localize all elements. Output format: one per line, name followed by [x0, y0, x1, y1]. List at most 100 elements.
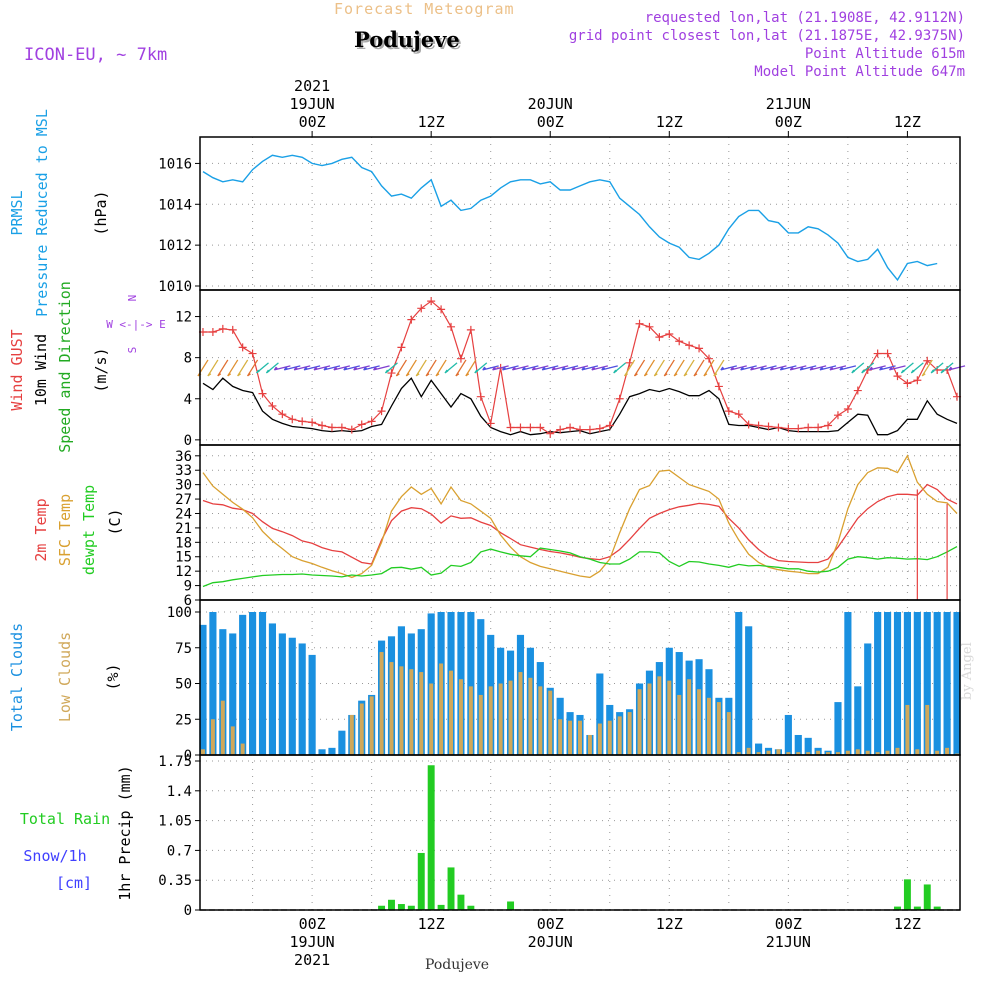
wind-direction-arrowhead [265, 369, 270, 374]
wind-direction-arrowhead [624, 372, 628, 377]
low-cloud-bar [756, 752, 761, 755]
gust-marker [536, 423, 545, 432]
low-cloud-bar [230, 726, 235, 755]
y-tick-label: 1016 [158, 156, 192, 172]
low-cloud-bar [835, 752, 840, 755]
gust-marker [208, 327, 217, 336]
gust-marker [357, 420, 366, 429]
gust-marker [347, 425, 356, 434]
rain-bar [903, 879, 911, 910]
total-cloud-bar [249, 612, 257, 755]
gust-marker [258, 389, 267, 398]
gust-marker [893, 372, 902, 381]
gust-marker [278, 410, 287, 419]
wind-direction-arrowhead [930, 369, 935, 374]
time-label-bottom: 20JUN [528, 933, 573, 951]
time-label-bottom: 19JUN [290, 933, 335, 951]
time-label-top: 12Z [418, 113, 445, 131]
y-tick-label: 8 [184, 351, 192, 367]
low-cloud-bar [488, 686, 493, 755]
low-cloud-bar [607, 720, 612, 755]
wind-direction-arrow [770, 365, 787, 371]
model-point-altitude: Model Point Altitude 647m [754, 64, 965, 80]
wind-direction-arrowhead [829, 366, 834, 371]
total-cloud-bar [219, 629, 227, 755]
wind-direction-arrowhead [561, 366, 566, 371]
gust-marker [516, 423, 525, 432]
time-label-bottom: 12Z [894, 915, 921, 933]
gust-marker [248, 349, 257, 358]
total-cloud-bar [735, 612, 743, 755]
total-cloud-bar [854, 686, 862, 755]
wind-direction-arrow [601, 365, 618, 371]
wind-direction-arrow [343, 365, 360, 371]
wind-direction-arrow [780, 365, 797, 371]
total-cloud-bar [933, 612, 941, 755]
wind-direction-arrow [323, 365, 341, 371]
y-tick-label: 15 [175, 550, 192, 566]
gust-marker [476, 392, 485, 401]
wind-direction-arrowhead [900, 369, 905, 374]
low-cloud-bar [458, 679, 463, 755]
rain-bar [378, 905, 386, 910]
wind-direction-arrowhead [415, 372, 420, 377]
wind-direction-arrowhead [247, 372, 251, 377]
wind-direction-arrow [760, 365, 777, 371]
low-cloud-bar [568, 720, 573, 755]
total-cloud-bar [893, 612, 902, 755]
gust-marker [714, 382, 723, 391]
total-cloud-bar [755, 743, 763, 755]
wind-direction-arrow [532, 365, 549, 371]
gust-marker [665, 330, 674, 339]
low-cloud-bar [359, 703, 364, 755]
gust-marker [744, 420, 753, 429]
gust-marker [417, 304, 426, 313]
wind-direction-arrowhead [492, 366, 496, 371]
y-tick-label: 25 [175, 712, 192, 728]
time-label-bottom: 12Z [418, 915, 445, 933]
chart-location-title: Podujeve [354, 27, 460, 52]
wind-direction-arrow [839, 365, 857, 371]
y-tick-label: 9 [184, 579, 192, 595]
gust-marker [308, 418, 317, 427]
gust-marker [794, 424, 803, 433]
low-cloud-bar [240, 743, 245, 755]
low-cloud-bar [875, 752, 880, 755]
total-cloud-bar [834, 702, 842, 755]
wind-direction-arrowhead [769, 366, 774, 371]
wind-direction-arrowhead [511, 366, 516, 371]
gust-marker [804, 423, 813, 432]
low-cloud-bar [399, 666, 404, 755]
gust-marker [288, 415, 297, 424]
low-cloud-bar [865, 750, 870, 755]
time-label-top: 21JUN [766, 95, 811, 113]
total-cloud-bar [864, 643, 872, 755]
low-cloud-bar [439, 663, 444, 755]
gust-marker [734, 410, 743, 419]
wind-direction-arrow [542, 365, 559, 371]
snow-unit-label: [cm] [56, 874, 92, 892]
wind-direction-arrowhead [663, 372, 668, 377]
rain-bar [407, 905, 415, 910]
pressure-line [202, 154, 938, 282]
gust-marker [675, 337, 684, 346]
total-cloud-bar [903, 612, 911, 755]
wind-direction-arrowhead [703, 372, 708, 377]
time-label-top: 00Z [299, 113, 326, 131]
gridpoint-coords: grid point closest lon,lat (21.1875E, 42… [568, 28, 965, 44]
panel-wind: 0 4 8 12 [175, 289, 966, 449]
wind-direction-arrowhead [435, 372, 440, 377]
total-cloud-bar [596, 673, 604, 755]
low-cloud-bar [726, 712, 731, 755]
wind-direction-arrowhead [217, 372, 222, 377]
total-cloud-bar [884, 612, 892, 755]
wind-direction-arrow [740, 365, 757, 371]
wind-direction-arrowhead [921, 372, 926, 377]
gust-marker [873, 349, 882, 358]
wind-direction-arrowhead [653, 372, 658, 377]
wind-direction-arrow [829, 365, 847, 371]
rain-bar [427, 765, 435, 910]
low-cloud-bar [419, 672, 424, 755]
panel-frame [199, 754, 961, 911]
